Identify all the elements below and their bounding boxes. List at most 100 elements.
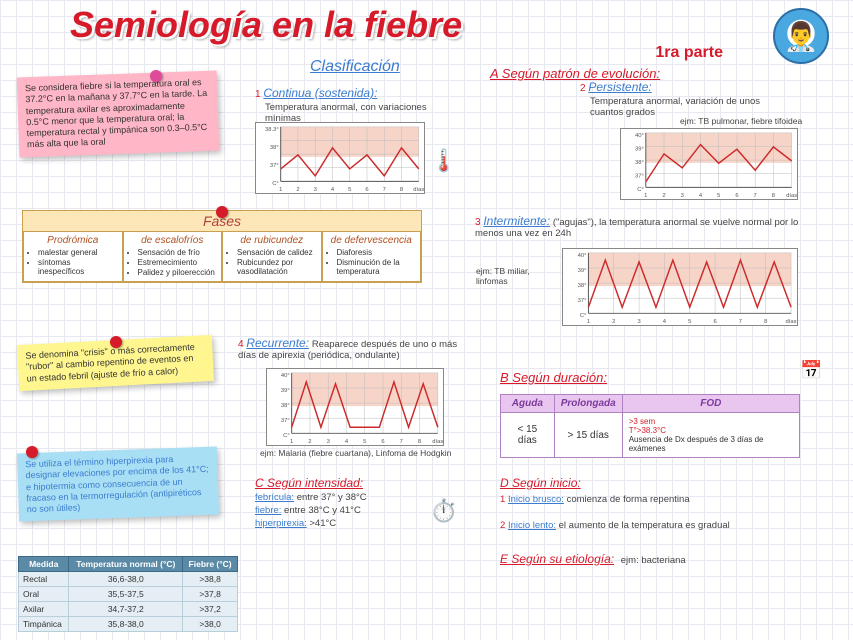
svg-text:C°: C°: [637, 187, 644, 193]
svg-text:8: 8: [772, 193, 775, 199]
svg-text:37°: 37°: [281, 418, 290, 424]
intensity-febricula: febrícula: entre 37° y 38°C: [255, 492, 367, 503]
svg-text:38°: 38°: [578, 283, 587, 289]
svg-text:4: 4: [699, 193, 703, 199]
inicio-lento: 2 Inicio lento: el aumento de la tempera…: [500, 520, 820, 531]
svg-text:5: 5: [363, 439, 366, 445]
svg-text:40°: 40°: [281, 373, 290, 379]
duration-table: AgudaProlongadaFOD < 15 días> 15 días>3 …: [500, 394, 800, 458]
svg-text:4: 4: [663, 319, 667, 325]
fases-column: Prodrómicamalestar generalsíntomas inesp…: [23, 231, 123, 282]
svg-text:39°: 39°: [578, 268, 587, 274]
chart-intermitente: 40°39°38°37°C°12345678días: [562, 248, 798, 326]
fases-column: de rubicundezSensación de calidezRubicun…: [222, 231, 322, 282]
svg-text:8: 8: [418, 439, 421, 445]
temp-header: Temperatura normal (°C): [69, 557, 183, 572]
chart-continua: 38.3°38°37°C°12345678días: [255, 122, 425, 194]
subtitle: 1ra parte: [655, 44, 723, 62]
avatar: 👨‍⚕️: [773, 8, 829, 64]
svg-text:1: 1: [644, 193, 647, 199]
pattern-3-example: ejm: TB miliar, linfomas: [476, 266, 560, 286]
svg-text:38°: 38°: [281, 403, 290, 409]
pattern-4-example: ejm: Malaria (fiebre cuartana), Linfoma …: [260, 448, 470, 458]
main-title: Semiología en la fiebre: [70, 4, 462, 46]
svg-text:6: 6: [713, 319, 716, 325]
svg-text:6: 6: [365, 187, 368, 193]
table-row: Timpánica35,8-38,0>38,0: [19, 617, 238, 632]
svg-text:5: 5: [688, 319, 691, 325]
svg-text:3: 3: [637, 319, 640, 325]
category-b-heading: B Según duración:: [500, 370, 607, 385]
svg-text:37°: 37°: [635, 174, 644, 180]
thermometer-icon: 🌡️: [430, 148, 457, 174]
dur-cell: < 15 días: [501, 413, 555, 458]
pattern-1-heading: 1 Continua (sostenida):: [255, 86, 377, 100]
calendar-icon: 📅: [800, 360, 822, 381]
svg-text:8: 8: [400, 187, 403, 193]
dur-header: Aguda: [501, 395, 555, 413]
stopwatch-icon: ⏱️: [430, 498, 457, 524]
svg-text:días: días: [432, 439, 443, 445]
svg-text:1: 1: [290, 439, 293, 445]
svg-text:3: 3: [314, 187, 317, 193]
svg-text:días: días: [786, 193, 797, 199]
svg-text:37°: 37°: [270, 163, 279, 169]
push-pin-icon: [26, 446, 38, 458]
svg-text:38°: 38°: [635, 160, 644, 166]
svg-text:6: 6: [381, 439, 384, 445]
svg-text:39°: 39°: [281, 388, 290, 394]
push-pin-icon: [150, 70, 162, 82]
category-e-heading: E Según su etiología: ejm: bacteriana: [500, 552, 686, 566]
chart-recurrente: 40° 39° 38° 37° C°1 2 3 4 5 6 7 8 días: [266, 368, 444, 446]
fases-column: de defervescenciaDiaforesisDisminución d…: [322, 231, 422, 282]
svg-text:7: 7: [754, 193, 757, 199]
category-a-heading: A Según patrón de evolución:: [490, 66, 660, 81]
temp-header: Medida: [19, 557, 69, 572]
svg-text:40°: 40°: [578, 253, 587, 259]
svg-text:2: 2: [662, 193, 665, 199]
pattern-2-heading: 2 Persistente:: [580, 80, 652, 94]
sticky-note-blue: Se utiliza el término hiperpirexia para …: [17, 447, 219, 522]
push-pin-icon: [216, 206, 228, 218]
dur-cell: >3 semT°>38.3°CAusencia de Dx después de…: [622, 413, 799, 458]
svg-text:4: 4: [345, 439, 349, 445]
svg-text:5: 5: [717, 193, 720, 199]
fases-table: Fases Prodrómicamalestar generalsíntomas…: [22, 210, 422, 283]
svg-text:40°: 40°: [635, 133, 644, 139]
pattern-4-heading: 4 Recurrente: Reaparece después de uno o…: [238, 336, 468, 362]
svg-text:7: 7: [383, 187, 386, 193]
dur-header: FOD: [622, 395, 799, 413]
inicio-brusco: 1 Inicio brusco: comienza de forma repen…: [500, 494, 820, 505]
svg-text:7: 7: [739, 319, 742, 325]
pattern-2-example: ejm: TB pulmonar, fiebre tifoidea: [680, 116, 810, 126]
svg-text:C°: C°: [580, 313, 587, 319]
section-clasificacion: Clasificación: [310, 58, 400, 76]
dur-header: Prolongada: [554, 395, 622, 413]
chart-persistente: 40°39°38°37°C°12345678días: [620, 128, 798, 200]
svg-text:6: 6: [735, 193, 738, 199]
intensity-fiebre: fiebre: entre 38°C y 41°C: [255, 505, 361, 516]
svg-text:C°: C°: [283, 433, 290, 439]
push-pin-icon: [110, 336, 122, 348]
svg-text:2: 2: [296, 187, 299, 193]
table-row: Oral35,5-37,5>37,8: [19, 587, 238, 602]
svg-text:días: días: [413, 187, 424, 193]
svg-text:2: 2: [308, 439, 311, 445]
table-row: Rectal36,6-38,0>38,8: [19, 572, 238, 587]
svg-text:5: 5: [348, 187, 351, 193]
svg-text:4: 4: [331, 187, 335, 193]
svg-text:8: 8: [764, 319, 767, 325]
svg-text:2: 2: [612, 319, 615, 325]
svg-text:1: 1: [279, 187, 282, 193]
svg-text:39°: 39°: [635, 146, 644, 152]
table-row: Axilar34,7-37,2>37,2: [19, 602, 238, 617]
pattern-3-heading: 3 Intermitente: ("agujas"), la temperatu…: [475, 214, 815, 240]
category-c-heading: C Según intensidad:: [255, 476, 363, 490]
category-d-heading: D Según inicio:: [500, 476, 581, 490]
svg-text:3: 3: [327, 439, 330, 445]
temperature-table: MedidaTemperatura normal (°C)Fiebre (°C)…: [18, 556, 238, 632]
temp-header: Fiebre (°C): [183, 557, 238, 572]
svg-text:7: 7: [400, 439, 403, 445]
svg-text:38°: 38°: [270, 145, 279, 151]
svg-text:días: días: [786, 319, 797, 325]
